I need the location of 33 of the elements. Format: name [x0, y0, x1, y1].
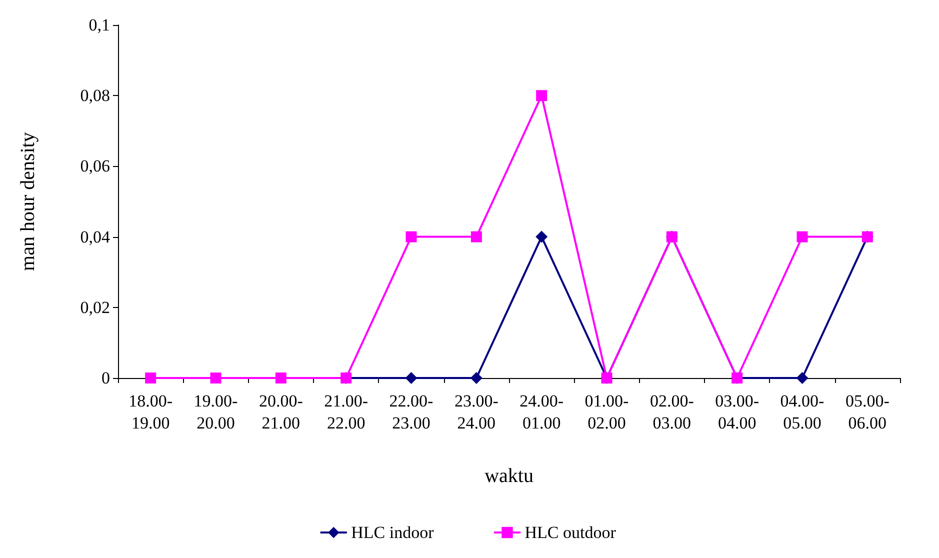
- y-tick-label: 0,08: [80, 86, 110, 106]
- x-tick-label: 02.00-03.00: [650, 392, 694, 432]
- x-tick-label: 24.00-01.00: [520, 392, 564, 432]
- point: [470, 372, 482, 384]
- point: [405, 372, 418, 384]
- point: [470, 231, 482, 242]
- x-tick-label: 05.00-06.00: [845, 392, 890, 432]
- y-tick-label: 0,1: [88, 16, 110, 34]
- y-tick-label: 0: [102, 368, 110, 388]
- point: [796, 231, 808, 242]
- point: [210, 372, 222, 384]
- point: [536, 230, 548, 243]
- y-tick-label: 0,02: [80, 298, 110, 317]
- x-tick-label: 22.00-23.00: [389, 392, 434, 432]
- x-tick-label: 04.00-05.00: [780, 392, 825, 432]
- y-tick-label: 0,06: [80, 156, 110, 176]
- point: [145, 372, 156, 384]
- y-tick-label: 0,04: [80, 227, 110, 246]
- point: [536, 90, 548, 102]
- legend-label: HLC outdoor: [524, 523, 616, 542]
- x-tick-label: 19.00-20.00: [194, 392, 238, 432]
- y-axis-title: man hour density: [17, 132, 39, 271]
- point: [275, 372, 286, 384]
- x-tick-label: 21.00-22.00: [324, 392, 368, 432]
- x-axis-title: waktu: [484, 465, 534, 487]
- x-tick-label: 20.00-21.00: [258, 392, 304, 432]
- x-tick-label: 03.00-04.00: [715, 392, 760, 432]
- legend-label: HLC indoor: [351, 523, 434, 542]
- x-tick-label: 23.00-24.00: [454, 392, 499, 432]
- point: [406, 231, 417, 242]
- x-tick-label: 18.00-19.00: [128, 392, 173, 432]
- point: [796, 372, 808, 384]
- x-tick-label: 01.00-02.00: [584, 392, 630, 432]
